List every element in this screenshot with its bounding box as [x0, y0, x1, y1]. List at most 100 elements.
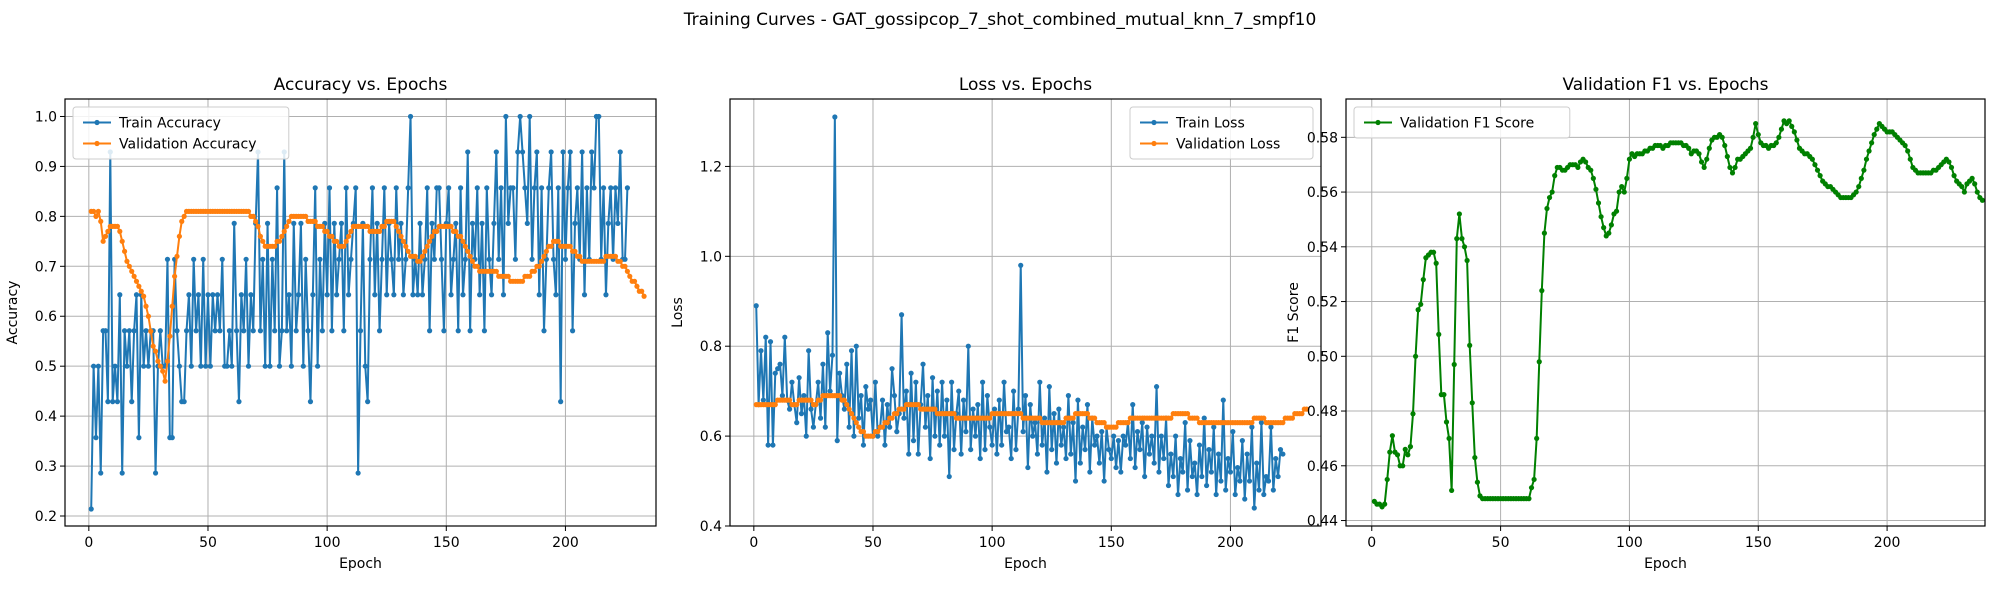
data-point [367, 256, 373, 262]
data-point [980, 379, 986, 385]
data-point [1858, 175, 1864, 181]
data-point [786, 397, 793, 403]
data-point [1412, 353, 1419, 359]
data-point [91, 208, 97, 214]
data-point [555, 238, 561, 244]
data-point [603, 292, 609, 298]
data-point [343, 238, 349, 244]
data-point [929, 375, 936, 381]
data-point [200, 256, 206, 262]
data-point [1979, 197, 1986, 203]
data-point [338, 220, 345, 226]
data-point [970, 406, 976, 412]
data-point [429, 220, 435, 226]
data-point [474, 185, 480, 191]
data-point [117, 228, 123, 234]
data-point [450, 256, 457, 262]
data-point [465, 149, 471, 155]
legend-box [72, 106, 290, 160]
data-point [1410, 411, 1416, 417]
data-point [584, 185, 590, 191]
data-point [941, 433, 948, 439]
data-point [388, 256, 395, 262]
data-point [524, 220, 530, 226]
data-point [1084, 402, 1091, 408]
data-point [1206, 446, 1212, 453]
legend-label: Validation Accuracy [119, 137, 257, 153]
data-point [581, 292, 588, 298]
plot-frame [729, 98, 1322, 527]
data-point [777, 361, 783, 367]
data-point [1474, 479, 1481, 485]
data-point [591, 185, 597, 191]
data-point [951, 411, 957, 417]
data-point [236, 399, 242, 405]
data-point [162, 378, 168, 384]
data-point [1013, 446, 1019, 453]
data-point [1951, 173, 1957, 179]
y-tick-label: 0.58 [1307, 130, 1338, 146]
data-point [531, 185, 538, 191]
data-point [612, 185, 619, 191]
data-point [1132, 464, 1138, 471]
y-tick-label: 0.8 [700, 339, 722, 355]
data-point [922, 424, 929, 430]
data-point [927, 455, 933, 462]
data-point [131, 273, 137, 279]
data-point [365, 399, 371, 405]
data-point [574, 185, 580, 191]
data-point [257, 233, 264, 239]
data-point [203, 363, 209, 369]
data-point [763, 334, 769, 340]
legend-label: Validation F1 Score [1400, 116, 1534, 132]
data-point [782, 334, 788, 340]
data-point [915, 451, 921, 457]
data-point [312, 185, 318, 191]
data-point [95, 363, 101, 369]
legend-entry: Validation F1 Score [1364, 116, 1534, 132]
data-point [138, 288, 144, 294]
data-point [1037, 379, 1043, 385]
data-point [548, 243, 554, 249]
data-point [1018, 411, 1024, 417]
data-point [572, 248, 578, 254]
data-point [1588, 167, 1594, 173]
data-point [522, 185, 528, 191]
y-tick-label: 0.3 [35, 459, 57, 475]
series-line [1373, 119, 1984, 508]
data-point [810, 424, 817, 430]
data-point [1201, 415, 1207, 421]
data-point [398, 220, 404, 226]
data-point [157, 328, 163, 334]
x-tick-label: 150 [1745, 535, 1772, 551]
data-point [1861, 167, 1867, 173]
data-point [925, 393, 931, 399]
data-point [455, 328, 461, 334]
data-point [1027, 402, 1033, 408]
data-point [505, 273, 511, 279]
data-point [1420, 277, 1426, 283]
data-point [1869, 140, 1875, 146]
data-point [431, 256, 437, 262]
data-point [875, 433, 881, 439]
data-point [1265, 478, 1272, 484]
data-point [605, 220, 611, 226]
data-point [815, 379, 821, 385]
x-tick-label: 0 [84, 535, 93, 551]
data-point [829, 352, 836, 358]
data-point [312, 218, 318, 224]
data-point [260, 238, 266, 244]
data-point [1704, 156, 1710, 162]
data-point [1593, 186, 1599, 192]
data-point [1099, 429, 1105, 435]
data-point [1244, 451, 1250, 457]
data-point [269, 256, 275, 262]
data-point [1467, 342, 1473, 348]
data-point [1598, 214, 1604, 220]
data-point [355, 470, 361, 476]
data-point [179, 218, 185, 224]
data-point [817, 397, 824, 403]
data-point [562, 256, 569, 262]
data-point [167, 333, 173, 339]
data-point [281, 228, 287, 234]
